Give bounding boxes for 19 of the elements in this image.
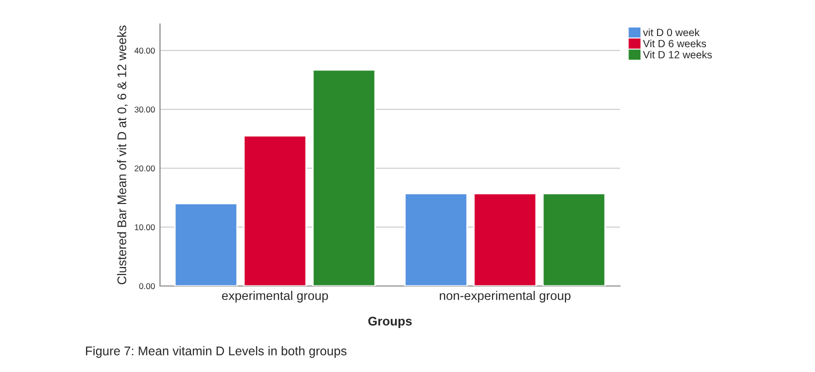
legend-label: Vit D 6 weeks <box>642 40 706 48</box>
x-tick-label: experimental group <box>222 290 328 303</box>
y-tick-label: 40.00 <box>134 48 155 54</box>
bar <box>473 192 537 286</box>
bar <box>404 192 468 286</box>
bar <box>542 192 606 286</box>
bar <box>243 135 307 286</box>
bar <box>312 69 376 286</box>
y-tick-label: 20.00 <box>134 165 155 172</box>
caption: Figure 7: Mean vitamin D Levels in both groups <box>86 346 346 358</box>
x-axis-title: Groups <box>368 316 412 328</box>
y-tick-label: 30.00 <box>134 106 155 112</box>
bar <box>174 202 238 286</box>
y-axis-title: Clustered Bar Mean of vit D at 0, 6 & 12 weeks <box>117 26 128 284</box>
legend-label: vit D 0 week <box>642 28 700 36</box>
y-tick-label: 10.00 <box>134 224 155 230</box>
y-tick-label: 0.00 <box>139 283 155 290</box>
x-tick-label: non-experimental group <box>440 290 570 303</box>
legend-label: Vit D 12 weeks <box>642 50 712 58</box>
